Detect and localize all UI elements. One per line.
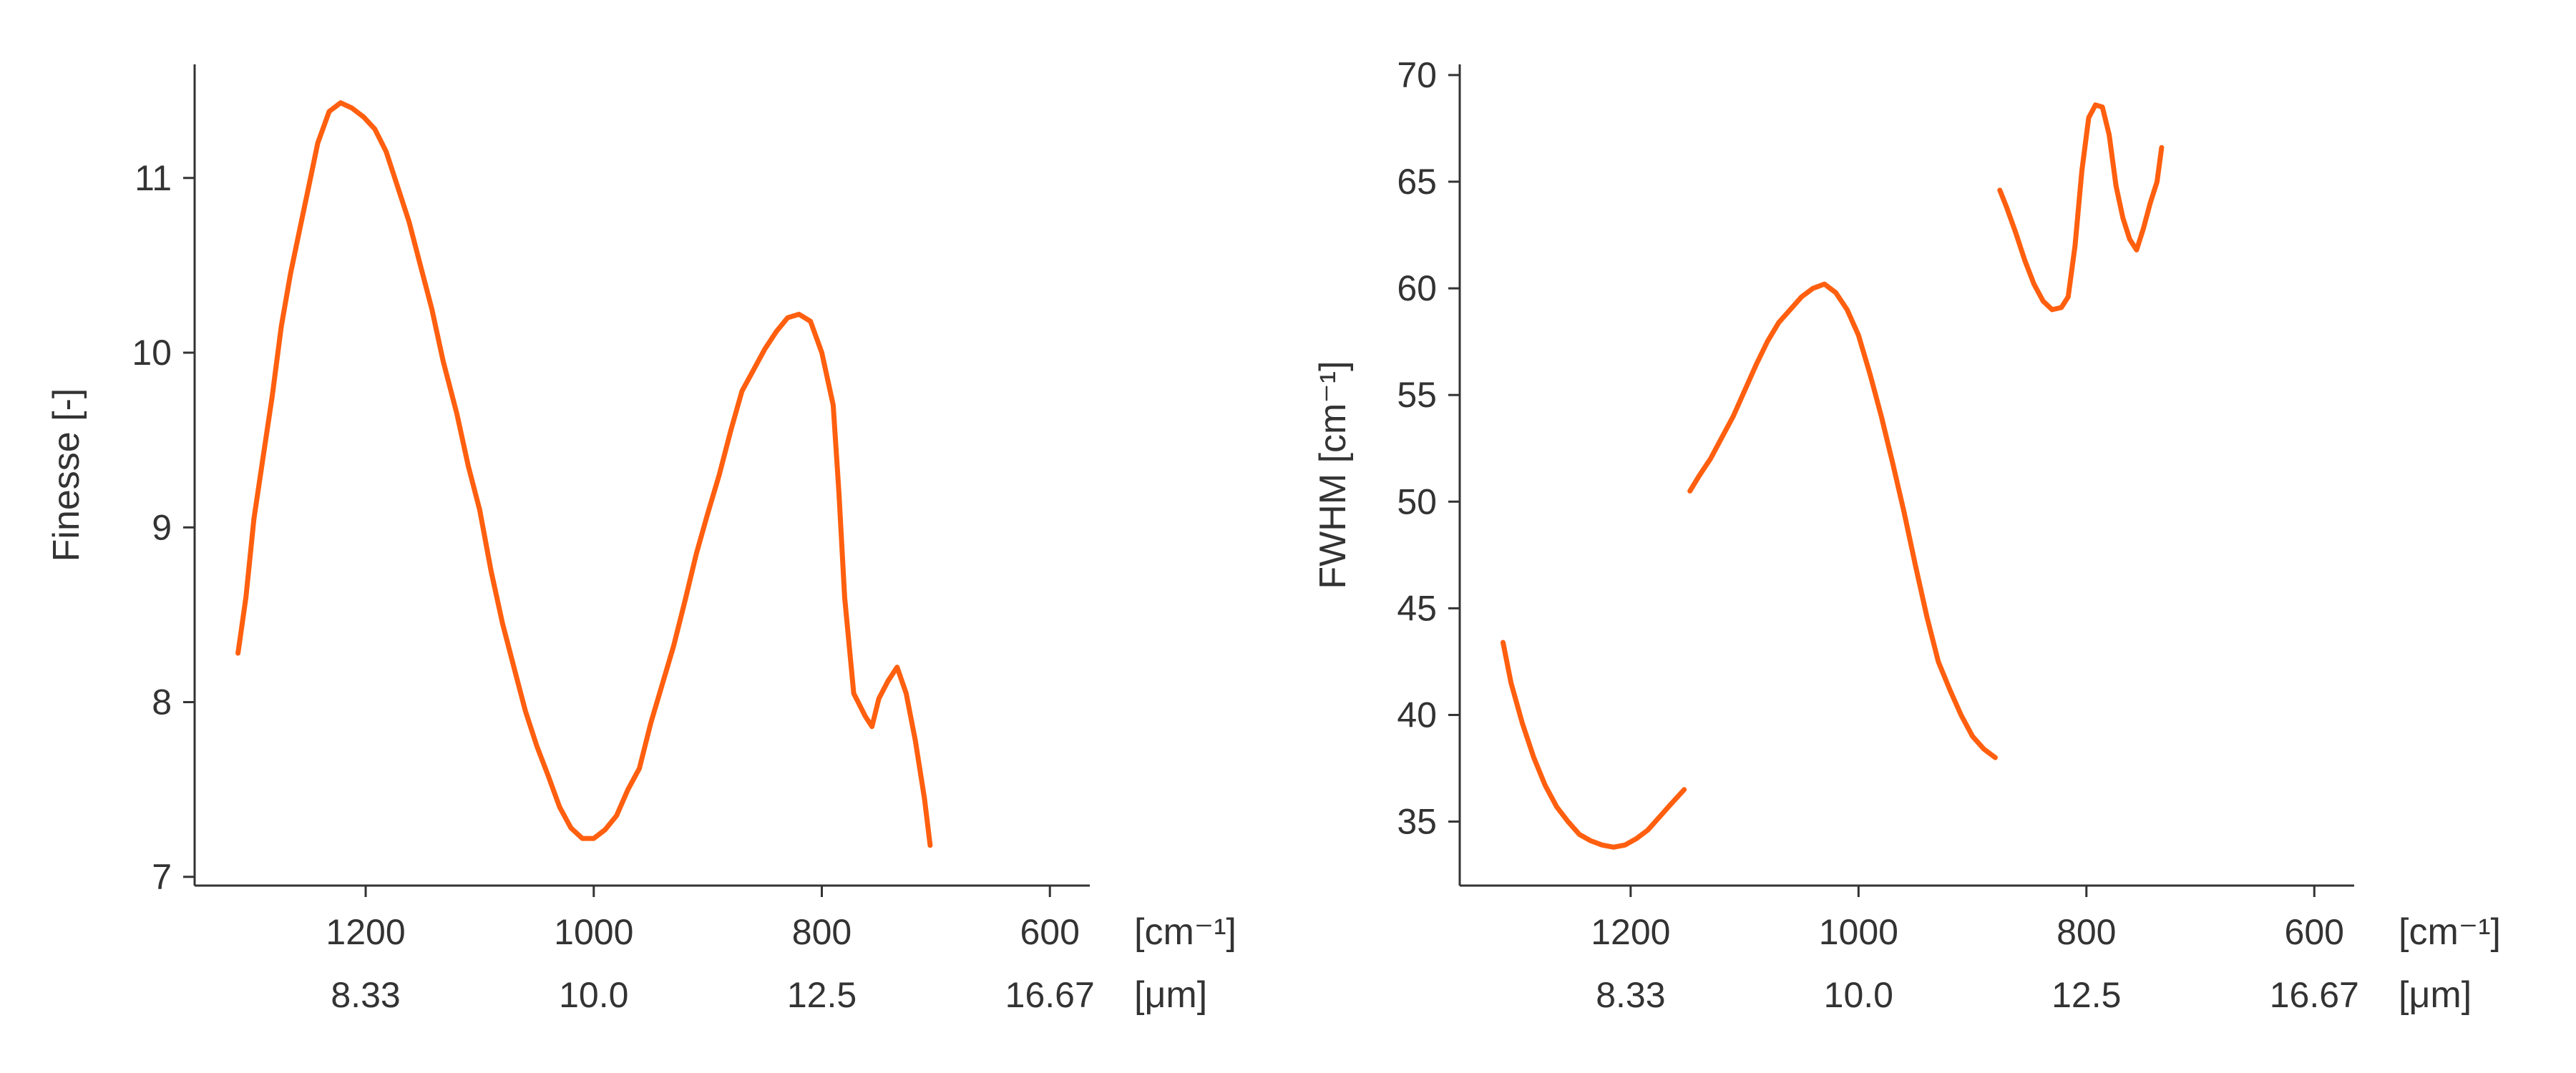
y-tick-label: 70 bbox=[1397, 55, 1437, 95]
chart-panel-finesse: 7 8 9 10 11 1200 8.33 1000 10.0 800 12.5 600 16.67 [c… bbox=[46, 64, 1236, 1016]
x-tick-label-wavelength: 16.67 bbox=[2270, 975, 2359, 1015]
x-unit-label-primary: [cm⁻¹] bbox=[2399, 911, 2501, 953]
y-tick-label: 45 bbox=[1397, 588, 1437, 628]
x-tick-label-wavelength: 12.5 bbox=[787, 975, 857, 1015]
x-tick-label-wavenumber: 600 bbox=[1020, 912, 1080, 952]
x-tick-label-wavenumber: 800 bbox=[2057, 912, 2116, 952]
x-tick-label-wavenumber: 1200 bbox=[1591, 912, 1670, 952]
series-line-fwhm-segment-3 bbox=[1997, 102, 2165, 313]
series-line-finesse-segment-1 bbox=[235, 100, 933, 848]
series-line-fwhm-segment-1 bbox=[1501, 640, 1687, 850]
y-tick-label: 50 bbox=[1397, 481, 1437, 521]
y-tick-label: 7 bbox=[152, 857, 172, 897]
x-tick-label-wavelength: 8.33 bbox=[331, 975, 400, 1015]
y-tick-label: 9 bbox=[152, 507, 172, 547]
x-tick-label-wavelength: 10.0 bbox=[559, 975, 628, 1015]
x-tick-label-wavelength: 16.67 bbox=[1005, 975, 1095, 1015]
y-axis-title: FWHM [cm⁻¹] bbox=[1312, 361, 1354, 589]
x-tick-label-wavenumber: 1200 bbox=[326, 912, 405, 952]
x-tick-label-wavenumber: 1000 bbox=[1819, 912, 1898, 952]
x-unit-label-secondary: [μm] bbox=[2399, 974, 2472, 1016]
x-unit-label-primary: [cm⁻¹] bbox=[1134, 911, 1236, 953]
x-tick-label-wavenumber: 1000 bbox=[554, 912, 633, 952]
x-tick-label-wavelength: 12.5 bbox=[2051, 975, 2121, 1015]
x-tick-label-wavenumber: 600 bbox=[2285, 912, 2344, 952]
x-tick-label-wavelength: 10.0 bbox=[1824, 975, 1893, 1015]
x-tick-label-wavenumber: 800 bbox=[792, 912, 852, 952]
y-tick-label: 35 bbox=[1397, 802, 1437, 842]
y-tick-label: 65 bbox=[1397, 162, 1437, 202]
y-tick-label: 8 bbox=[152, 682, 172, 722]
y-tick-label: 60 bbox=[1397, 268, 1437, 308]
y-tick-label: 10 bbox=[132, 333, 172, 373]
x-unit-label-secondary: [μm] bbox=[1134, 974, 1207, 1016]
series-line-fwhm-segment-2 bbox=[1687, 281, 1998, 760]
y-axis-title: Finesse [-] bbox=[46, 388, 87, 562]
y-tick-label: 40 bbox=[1397, 695, 1437, 735]
x-tick-label-wavelength: 8.33 bbox=[1596, 975, 1665, 1015]
y-tick-label: 55 bbox=[1397, 375, 1437, 415]
y-tick-label: 11 bbox=[135, 158, 172, 198]
chart-panel-fwhm: 35 40 45 50 55 60 65 70 1200 8.33 1000 10.0 800 12.5 6… bbox=[1312, 55, 2501, 1016]
